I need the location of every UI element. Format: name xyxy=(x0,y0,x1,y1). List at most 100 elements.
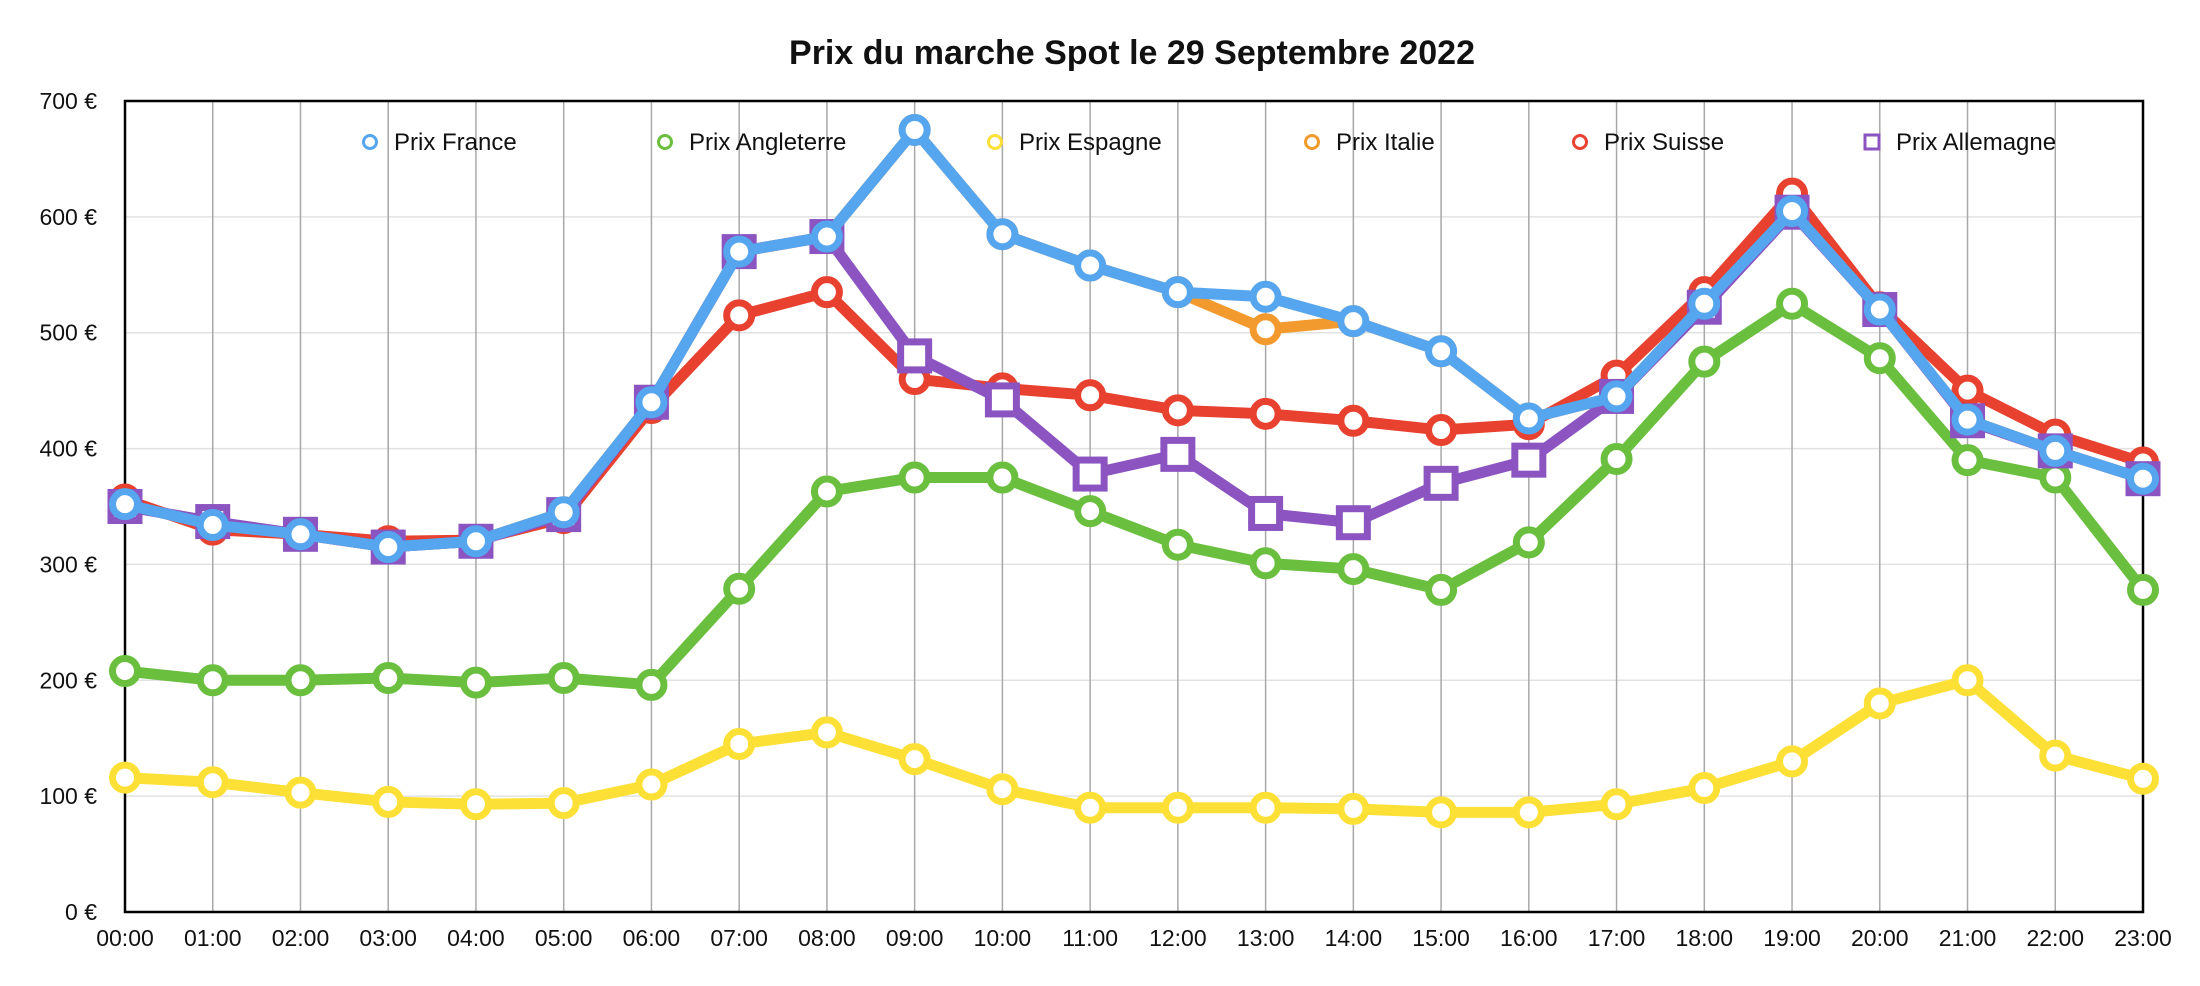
data-point xyxy=(1249,791,1282,824)
legend-marker xyxy=(1304,134,1320,150)
x-tick-label: 19:00 xyxy=(1763,925,1821,951)
y-tick-label: 400 € xyxy=(39,436,97,462)
data-point xyxy=(1425,573,1458,606)
x-tick-label: 10:00 xyxy=(974,925,1032,951)
legend-label: Prix Allemagne xyxy=(1896,129,2056,156)
data-point xyxy=(196,509,229,542)
data-point xyxy=(810,220,843,253)
x-tick-label: 23:00 xyxy=(2114,925,2172,951)
data-point xyxy=(372,531,405,564)
series-prix-espagne xyxy=(109,664,2159,829)
data-point xyxy=(897,338,933,374)
y-tick-label: 700 € xyxy=(39,88,97,114)
data-point xyxy=(1249,280,1282,313)
x-tick-label: 04:00 xyxy=(447,925,505,951)
data-point xyxy=(1863,293,1896,326)
series-prix-suisse xyxy=(109,177,2159,558)
x-tick-label: 00:00 xyxy=(96,925,154,951)
data-point xyxy=(1425,414,1458,447)
x-tick-label: 03:00 xyxy=(359,925,417,951)
data-point xyxy=(898,113,931,146)
legend-label: Prix France xyxy=(394,129,517,156)
series-line xyxy=(119,188,2149,547)
data-point xyxy=(196,766,229,799)
data-point xyxy=(109,488,141,521)
data-point xyxy=(1161,791,1194,824)
data-point xyxy=(1337,792,1370,825)
series-layer xyxy=(107,113,2161,829)
data-point xyxy=(109,761,141,794)
chart-title: Prix du marche Spot le 29 Septembre 2022 xyxy=(789,34,1475,72)
data-point xyxy=(284,664,317,697)
data-point xyxy=(1688,287,1721,320)
y-tick-label: 600 € xyxy=(39,204,97,230)
legend-label: Prix Italie xyxy=(1336,129,1435,156)
data-point xyxy=(810,716,843,749)
data-point xyxy=(547,661,580,694)
data-point xyxy=(459,788,492,821)
data-point xyxy=(1161,394,1194,427)
data-point xyxy=(986,218,1019,251)
data-point xyxy=(1337,404,1370,437)
data-point xyxy=(1337,553,1370,586)
y-tick-label: 200 € xyxy=(39,667,97,693)
data-point xyxy=(1951,444,1984,477)
data-point xyxy=(1600,442,1633,475)
y-tick-label: 300 € xyxy=(39,551,97,577)
data-point xyxy=(635,768,668,801)
data-point xyxy=(810,475,843,508)
data-point xyxy=(1600,380,1633,413)
legend-marker xyxy=(657,134,673,150)
series-line xyxy=(119,674,2149,818)
data-point xyxy=(723,299,756,332)
data-point xyxy=(1074,791,1107,824)
data-point xyxy=(2127,462,2159,495)
y-tick-label: 500 € xyxy=(39,320,97,346)
data-point xyxy=(2039,739,2072,772)
data-point xyxy=(1425,335,1458,368)
data-point xyxy=(109,655,141,688)
data-point xyxy=(1248,495,1284,531)
data-point xyxy=(1074,249,1107,282)
x-tick-label: 07:00 xyxy=(710,925,768,951)
data-point xyxy=(1425,796,1458,829)
data-point xyxy=(1074,379,1107,412)
data-point xyxy=(1074,495,1107,528)
data-point xyxy=(635,386,668,419)
plot-frame xyxy=(123,99,2145,914)
data-point xyxy=(1951,403,1984,436)
data-point xyxy=(372,785,405,818)
x-tick-label: 09:00 xyxy=(886,925,944,951)
data-point xyxy=(372,661,405,694)
x-tick-label: 11:00 xyxy=(1062,925,1118,951)
legend-marker xyxy=(362,134,378,150)
legend-item-prix-espagne: Prix Espagne xyxy=(987,129,1162,156)
legend-item-prix-italie: Prix Italie xyxy=(1304,129,1435,156)
data-point xyxy=(1161,276,1194,309)
data-point xyxy=(1249,397,1282,430)
x-tick-label: 12:00 xyxy=(1149,925,1207,951)
data-point xyxy=(1951,374,1984,407)
legend-label: Prix Suisse xyxy=(1604,129,1724,156)
data-point xyxy=(547,496,580,529)
x-tick-label: 22:00 xyxy=(2026,925,2084,951)
data-point xyxy=(1423,465,1459,501)
x-tick-label: 15:00 xyxy=(1412,925,1470,951)
data-point xyxy=(1512,526,1545,559)
data-point xyxy=(1249,547,1282,580)
data-point xyxy=(1951,664,1984,697)
data-point xyxy=(986,461,1019,494)
data-point xyxy=(1072,456,1108,492)
x-tick-label: 18:00 xyxy=(1676,925,1734,951)
legend-label: Prix Espagne xyxy=(1019,129,1162,156)
data-point xyxy=(723,728,756,761)
data-point xyxy=(1511,442,1547,478)
data-point xyxy=(284,776,317,809)
data-point xyxy=(1337,305,1370,338)
data-point xyxy=(1776,745,1809,778)
data-point xyxy=(2039,434,2072,467)
legend-item-prix-angleterre: Prix Angleterre xyxy=(657,129,846,156)
x-tick-label: 08:00 xyxy=(798,925,856,951)
legend: Prix France Prix Angleterre Prix Espagne Pr… xyxy=(362,129,2056,156)
